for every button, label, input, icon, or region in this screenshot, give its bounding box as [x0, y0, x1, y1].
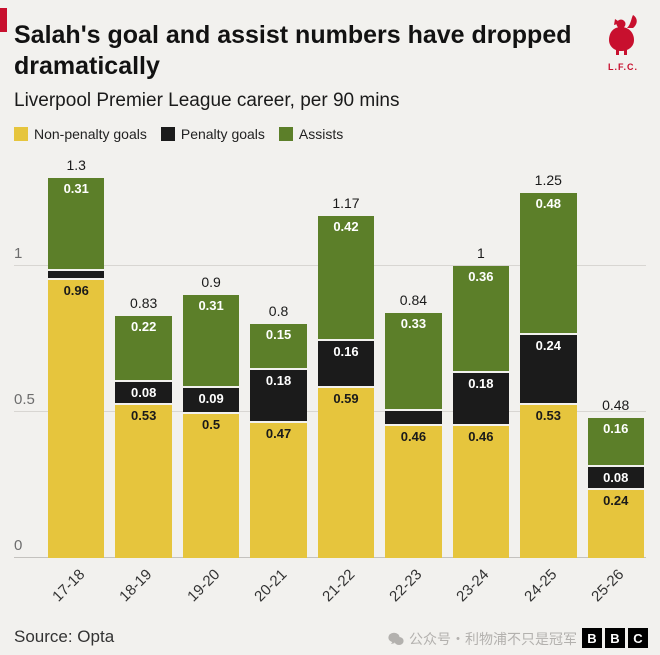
bar-17-18: 1.3 0.31 0.96 — [48, 157, 105, 558]
x-tick-label: 24-25 — [521, 566, 561, 606]
x-tick: 19-20 — [183, 558, 239, 618]
bar-19-20: 0.9 0.31 0.09 0.5 — [182, 274, 240, 558]
segment-assists: 0.48 — [520, 193, 577, 334]
bbc-letter: B — [582, 628, 602, 648]
segment-non-penalty-goals: 0.96 — [48, 277, 105, 558]
x-tick: 23-24 — [453, 558, 509, 618]
segment-non-penalty-goals: 0.59 — [317, 385, 375, 558]
segment-penalty-goals: 0.16 — [317, 339, 375, 386]
segment-assists: 0.22 — [115, 315, 172, 380]
legend-swatch-black — [160, 127, 175, 141]
segment-penalty-goals — [48, 268, 105, 278]
segment-non-penalty-goals: 0.5 — [182, 412, 240, 558]
legend: Non-penalty goals Penalty goals Assists — [14, 126, 343, 142]
x-tick: 24-25 — [520, 558, 576, 618]
x-tick: 21-22 — [318, 558, 374, 618]
legend-label: Assists — [298, 126, 344, 142]
stacked-bar-chart: 0 0.5 1 1.3 0.31 0.96 0.83 0.22 0.08 0.53 0.9 0.31 0… — [14, 152, 646, 622]
logo-text: L.F.C. — [608, 62, 638, 72]
bar-total-label: 1.3 — [66, 157, 86, 174]
segment-non-penalty-goals: 0.24 — [587, 487, 644, 558]
bar-total-label: 0.84 — [399, 291, 428, 308]
bbc-letter: C — [628, 628, 648, 648]
segment-penalty-goals — [385, 409, 442, 424]
segment-assists: 0.33 — [385, 312, 442, 410]
bar-total-label: 0.8 — [268, 303, 289, 320]
watermark-text: 公众号・利物浦不只是冠军 — [409, 631, 577, 647]
segment-penalty-goals: 0.24 — [520, 333, 577, 404]
source-note: Source: Opta — [14, 627, 115, 646]
page-title: Salah's goal and assist numbers have dro… — [14, 21, 572, 80]
watermark: 公众号・利物浦不只是冠军 — [388, 629, 577, 649]
y-tick-label: 1 — [14, 245, 23, 262]
bar-24-25: 1.25 0.48 0.24 0.53 — [520, 172, 577, 558]
bar-total-label: 0.48 — [602, 396, 630, 413]
bar-21-22: 1.17 0.42 0.16 0.59 — [317, 195, 375, 558]
segment-non-penalty-goals: 0.47 — [250, 420, 307, 558]
x-tick-label: 17-18 — [49, 566, 89, 606]
x-tick: 18-19 — [115, 558, 171, 618]
legend-label: Penalty goals — [180, 126, 265, 142]
bar-total-label: 0.9 — [201, 274, 221, 291]
bar-18-19: 0.83 0.22 0.08 0.53 — [115, 294, 172, 558]
x-tick-label: 23-24 — [453, 566, 493, 606]
x-tick-label: 22-23 — [386, 566, 426, 606]
x-tick: 17-18 — [48, 558, 104, 618]
segment-non-penalty-goals: 0.46 — [452, 423, 510, 558]
legend-swatch-yellow — [14, 127, 28, 141]
liver-bird-icon — [609, 15, 637, 55]
segment-assists: 0.42 — [317, 216, 375, 340]
segment-penalty-goals: 0.18 — [250, 368, 307, 421]
segment-assists: 0.15 — [250, 324, 307, 369]
x-tick-label: 21-22 — [318, 566, 358, 606]
x-tick-label: 20-21 — [251, 566, 291, 606]
segment-penalty-goals: 0.09 — [182, 385, 240, 412]
legend-swatch-green — [278, 127, 293, 141]
segment-assists: 0.31 — [48, 178, 105, 269]
x-tick-label: 25-26 — [588, 566, 628, 606]
segment-assists: 0.31 — [182, 295, 240, 386]
chart-subtitle: Liverpool Premier League career, per 90 … — [14, 90, 400, 111]
bar-total-label: 0.83 — [130, 294, 158, 311]
liverpool-logo: L.F.C. — [596, 14, 650, 72]
bar-22-23: 0.84 0.33 0.46 — [385, 291, 442, 558]
bar-20-21: 0.8 0.15 0.18 0.47 — [250, 303, 307, 558]
x-labels: 17-18 18-19 19-20 20-21 21-22 22-23 23-24 24-25… — [48, 558, 644, 618]
bbc-logo: B B C — [582, 628, 648, 648]
x-tick-label: 18-19 — [116, 566, 156, 606]
legend-item-assists: Assists — [278, 126, 344, 142]
segment-non-penalty-goals: 0.46 — [385, 423, 442, 558]
segment-non-penalty-goals: 0.53 — [520, 403, 577, 558]
bar-total-label: 1 — [476, 245, 485, 262]
x-tick: 25-26 — [588, 558, 644, 618]
legend-label: Non-penalty goals — [34, 126, 147, 142]
x-tick-label: 19-20 — [183, 566, 224, 606]
y-tick-label: 0 — [14, 537, 23, 554]
legend-item-non-penalty-goals: Non-penalty goals — [14, 126, 147, 142]
x-tick: 20-21 — [250, 558, 306, 618]
red-accent-mark — [0, 8, 7, 32]
segment-penalty-goals: 0.18 — [452, 371, 510, 424]
bar-25-26: 0.48 0.16 0.08 0.24 — [587, 396, 644, 558]
bar-23-24: 1 0.36 0.18 0.46 — [452, 245, 510, 558]
bars-container: 1.3 0.31 0.96 0.83 0.22 0.08 0.53 0.9 0.31 0.09 0.… — [48, 152, 644, 558]
legend-item-penalty-goals: Penalty goals — [160, 126, 265, 142]
bar-total-label: 1.25 — [534, 172, 562, 189]
plot-area: 0 0.5 1 1.3 0.31 0.96 0.83 0.22 0.08 0.53 0.9 0.31 0… — [14, 152, 646, 558]
bar-total-label: 1.17 — [332, 195, 360, 212]
segment-non-penalty-goals: 0.53 — [115, 403, 172, 558]
segment-assists: 0.16 — [587, 417, 644, 465]
y-tick-label: 0.5 — [14, 391, 35, 408]
bbc-letter: B — [605, 628, 625, 648]
x-tick: 22-23 — [385, 558, 441, 618]
wechat-icon — [388, 632, 404, 645]
segment-assists: 0.36 — [452, 266, 510, 372]
segment-penalty-goals: 0.08 — [587, 464, 644, 488]
segment-penalty-goals: 0.08 — [115, 379, 172, 404]
